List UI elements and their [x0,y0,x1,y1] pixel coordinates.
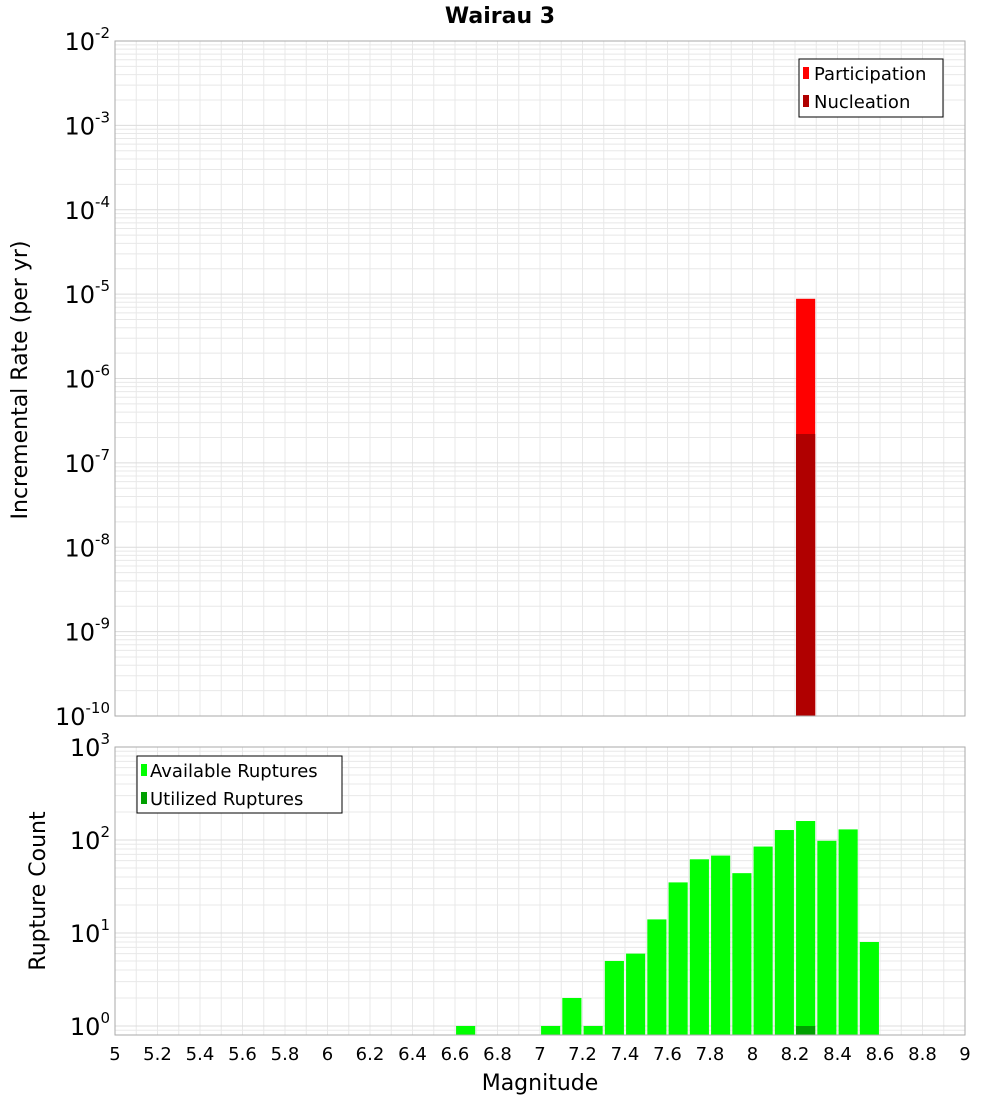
count-y-ticks: 103 102 101 100 [70,730,110,1041]
available-bar [541,1025,561,1035]
x-tick-label: 5.2 [143,1044,172,1065]
x-tick-label: 7.4 [611,1044,640,1065]
available-bar [796,821,816,1035]
rate-y-tick-label: 10-6 [64,362,110,394]
count-y-tick-label: 103 [70,730,110,762]
available-bar [774,830,794,1035]
rate-legend-box [798,58,944,118]
x-tick-label: 7.6 [653,1044,682,1065]
rate-y-tick-label: 10-2 [64,24,110,56]
available-label: Available Ruptures [150,761,318,782]
available-bar [604,960,624,1035]
available-bar [711,855,731,1035]
x-tick-label: 5 [109,1044,120,1065]
count-y-label: Rupture Count [26,811,51,971]
available-bar [817,840,837,1035]
available-bar [689,859,709,1035]
x-tick-label: 5.8 [271,1044,300,1065]
count-y-tick-label: 100 [70,1009,110,1041]
x-tick-label: 8.4 [823,1044,852,1065]
rate-y-tick-label: 10-9 [64,615,110,647]
x-ticks: 5 5.2 5.4 5.6 5.8 6 6.2 6.4 6.6 6.8 7 7.2 7.4 7.6 7.8 8… [109,1044,970,1065]
rate-y-tick-label: 10-10 [55,699,110,731]
available-bar [668,882,688,1035]
x-tick-label: 7.8 [696,1044,725,1065]
x-tick-label: 5.6 [228,1044,257,1065]
participation-swatch [803,67,809,79]
rate-legend: Participation Nucleation [798,58,944,118]
x-axis-label: Magnitude [482,1071,599,1096]
available-bar [732,873,752,1035]
rate-plot-frame [114,40,966,717]
available-bar [647,919,667,1035]
count-panel: 103 102 101 100 5 5.2 5.4 5.6 5.8 6 6.2 6.4 6.6 6.8 7… [26,730,971,1096]
available-bar [753,846,773,1035]
available-swatch [141,764,147,776]
x-tick-label: 5.4 [186,1044,215,1065]
available-bar [583,1025,603,1035]
x-tick-label: 7.2 [568,1044,597,1065]
rate-bars [796,298,816,716]
utilized-bar [796,1026,816,1035]
utilized-label: Utilized Ruptures [150,789,303,810]
rate-y-ticks: 10-2 10-3 10-4 10-5 10-6 10-7 10-8 10-9 10-10 [55,24,110,731]
rate-y-tick-label: 10-5 [64,277,110,309]
nucleation-label: Nucleation [814,92,910,113]
x-tick-label: 6.8 [483,1044,512,1065]
x-tick-label: 6.2 [356,1044,385,1065]
count-plot-frame [114,746,966,1036]
x-tick-label: 6.6 [441,1044,470,1065]
x-tick-label: 6 [322,1044,333,1065]
available-bar [859,942,879,1035]
available-bar [838,829,858,1035]
x-tick-label: 8.2 [781,1044,810,1065]
utilized-swatch [141,792,147,804]
available-bar [626,953,646,1035]
count-legend: Available Ruptures Utilized Ruptures [136,755,343,814]
rate-y-tick-label: 10-8 [64,530,110,562]
available-bar [456,1025,476,1035]
nucleation-swatch [803,95,809,107]
rate-y-tick-label: 10-7 [64,446,110,478]
x-tick-label: 8.6 [866,1044,895,1065]
nucleation-bar [796,433,816,716]
x-tick-label: 9 [959,1044,970,1065]
x-tick-label: 6.4 [398,1044,427,1065]
rate-grid [114,40,966,717]
x-tick-label: 7 [534,1044,545,1065]
x-tick-label: 8 [747,1044,758,1065]
count-bars [456,821,879,1035]
chart-title: Wairau 3 [445,4,555,29]
available-bar [562,997,582,1035]
participation-label: Participation [814,64,926,85]
rate-panel: 10-2 10-3 10-4 10-5 10-6 10-7 10-8 10-9 10-10 In… [8,24,966,731]
count-y-tick-label: 102 [70,823,110,855]
count-legend-box [136,755,343,814]
count-y-tick-label: 101 [70,916,110,948]
rate-y-tick-label: 10-4 [64,193,110,225]
x-tick-label: 8.8 [908,1044,937,1065]
rate-y-tick-label: 10-3 [64,108,110,140]
rate-y-label: Incremental Rate (per yr) [8,241,33,520]
